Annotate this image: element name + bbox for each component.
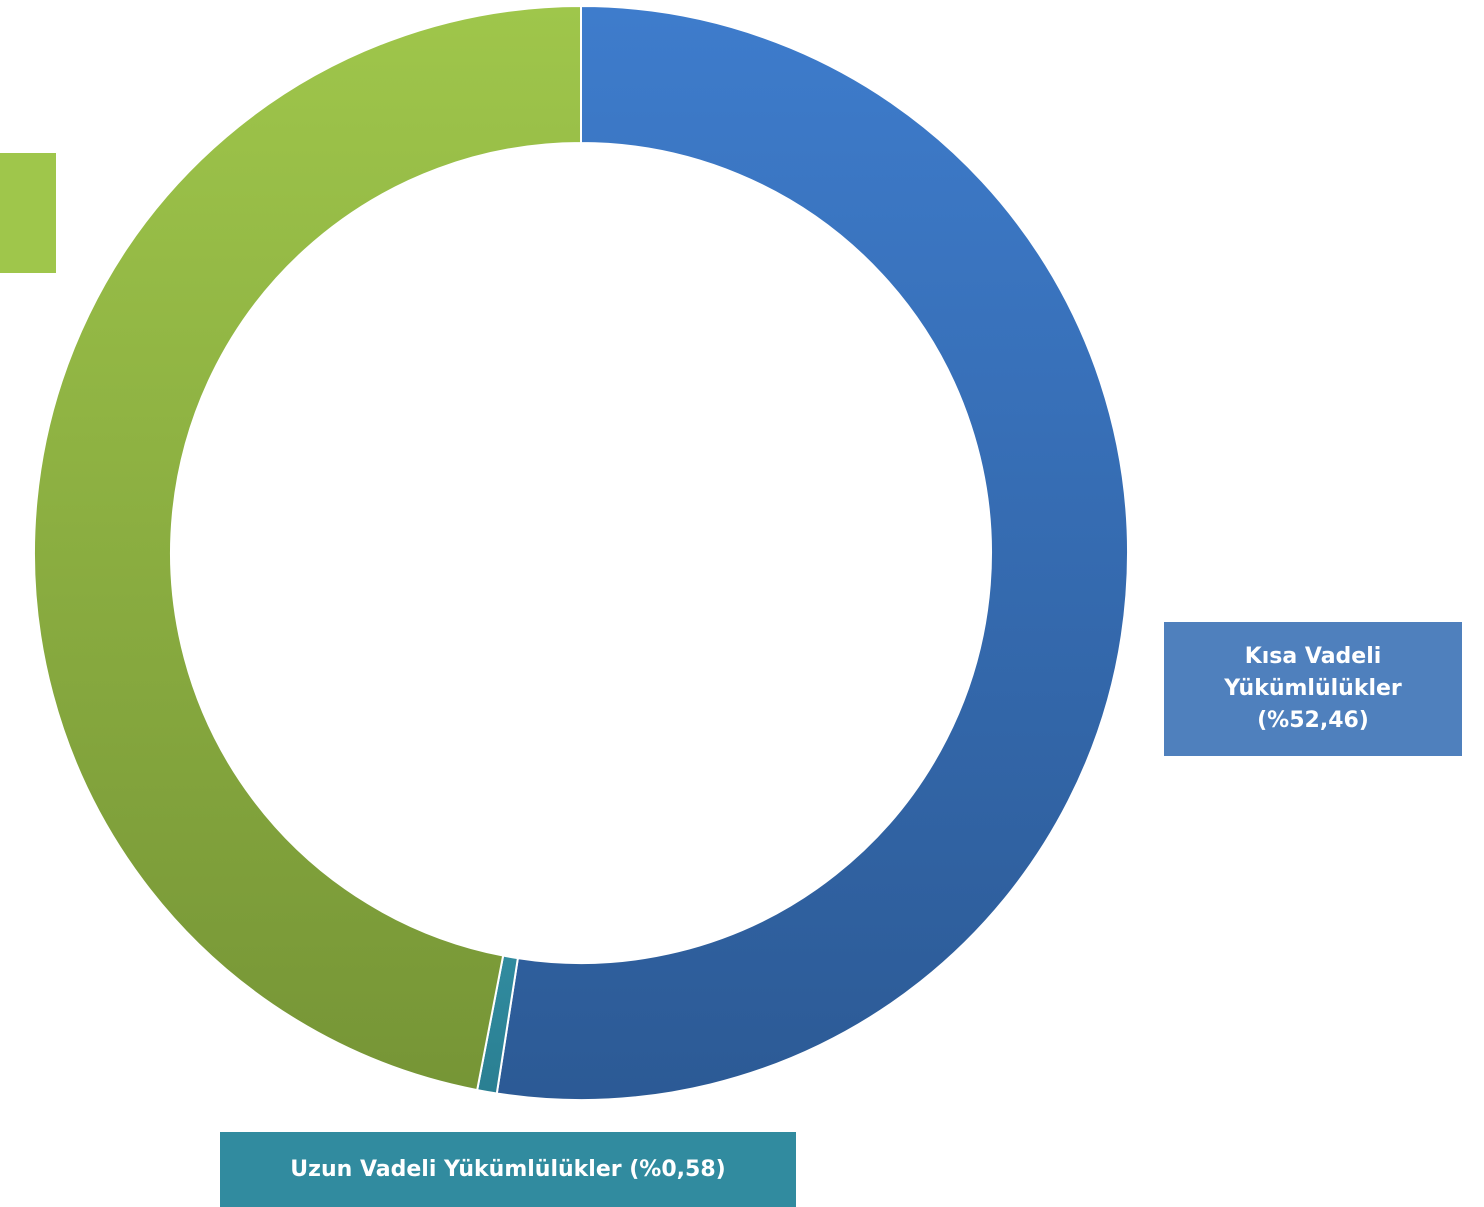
slice-label-uzun-text: Uzun Vadeli Yükümlülükler (%0,58) [290,1156,726,1182]
slice-label-other [0,153,56,273]
donut-slices [33,4,1129,1101]
slice-label-kisa-line-2: Yükümlülükler [1224,676,1402,701]
slice-label-kisa-vadeli: Kısa Vadeli Yükümlülükler (%52,46) [1164,622,1462,756]
slice-label-kisa-line-1: Kısa Vadeli [1244,644,1382,669]
slice-label-uzun-vadeli: Uzun Vadeli Yükümlülükler (%0,58) [220,1132,796,1207]
donut-slice-2 [33,4,582,1092]
donut-slice-0 [495,4,1129,1101]
slice-label-kisa-line-3: (%52,46) [1257,708,1369,733]
